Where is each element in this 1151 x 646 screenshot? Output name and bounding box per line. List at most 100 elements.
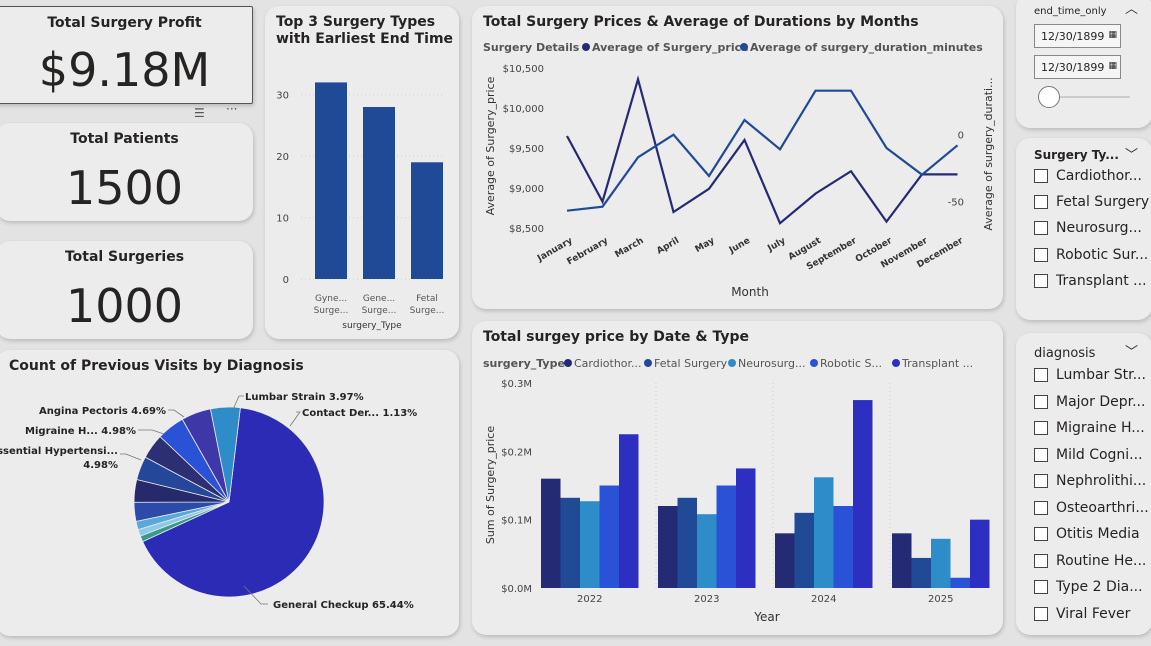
more-options-icon[interactable]: ··· xyxy=(226,102,238,116)
slicer-title: end_time_only xyxy=(1034,6,1107,17)
end-time-slicer[interactable]: end_time_only ︿ 12/30/1899 ▦ 12/30/1899 … xyxy=(1016,0,1151,128)
bar[interactable] xyxy=(970,519,990,588)
chart-title: Top 3 Surgery Types with Earliest End Ti… xyxy=(276,14,453,48)
legend-item-duration[interactable]: Average of surgery_duration_minutes xyxy=(750,41,983,54)
bar[interactable] xyxy=(363,107,395,279)
bar[interactable] xyxy=(911,557,932,588)
checkbox[interactable] xyxy=(1034,247,1048,262)
slicer-item[interactable]: Major Depr... xyxy=(1034,394,1145,410)
legend-item[interactable]: Neurosurg... xyxy=(738,357,805,370)
price-by-date-type-card[interactable]: Total surgey price by Date & Type surger… xyxy=(472,321,1003,635)
slicer-item[interactable]: Cardiothor... xyxy=(1034,168,1142,184)
slicer-item[interactable]: Mild Cogni... xyxy=(1034,447,1143,463)
slicer-item[interactable]: Migraine H... xyxy=(1034,420,1145,436)
slicer-item[interactable]: Transplant ... xyxy=(1034,273,1147,289)
chart-title: Total surgey price by Date & Type xyxy=(483,329,749,345)
checkbox[interactable] xyxy=(1034,500,1048,515)
checkbox[interactable] xyxy=(1034,606,1048,621)
kpi-card-total-surgeries[interactable]: Total Surgeries 1000 xyxy=(0,241,253,339)
checkbox[interactable] xyxy=(1034,527,1048,541)
chevron-down-icon[interactable]: ﹀ xyxy=(1124,148,1138,163)
pie-slice[interactable] xyxy=(209,406,241,503)
checkbox[interactable] xyxy=(1034,169,1048,183)
legend-item[interactable]: Robotic S... xyxy=(820,357,882,370)
bar[interactable] xyxy=(697,514,717,588)
bar[interactable] xyxy=(580,501,600,588)
bar[interactable] xyxy=(560,497,581,588)
chevron-down-icon[interactable]: ﹀ xyxy=(1124,345,1138,360)
slicer-item[interactable]: Fetal Surgery xyxy=(1034,194,1149,210)
checkbox[interactable] xyxy=(1034,394,1048,409)
slicer-item[interactable]: Osteoarthri... xyxy=(1034,500,1149,516)
slicer-item[interactable]: Neurosurg... xyxy=(1034,220,1142,236)
legend-item[interactable]: Cardiothor... xyxy=(574,357,642,370)
pie-slice[interactable] xyxy=(142,407,325,598)
slicer-item-label: Fetal Surgery xyxy=(1056,194,1150,211)
slicer-item[interactable]: Nephrolithi... xyxy=(1034,473,1146,489)
checkbox[interactable] xyxy=(1034,474,1048,488)
visual-header-icons: ☰ ··· xyxy=(190,102,252,124)
x-axis-title: Month xyxy=(731,285,769,299)
surgery-prices-durations-card[interactable]: Total Surgery Prices & Average of Durati… xyxy=(472,6,1003,309)
diagnosis-slicer[interactable]: diagnosis ﹀ Lumbar Str... Major Depr... Mi… xyxy=(1016,333,1151,635)
bar[interactable] xyxy=(736,468,756,588)
bar[interactable] xyxy=(411,162,443,279)
checkbox[interactable] xyxy=(1034,580,1048,594)
y-tick-label: $0.1M xyxy=(501,516,532,527)
bar[interactable] xyxy=(619,434,639,588)
calendar-icon[interactable]: ▦ xyxy=(1108,61,1117,71)
bar[interactable] xyxy=(315,82,347,279)
previous-visits-by-diagnosis-card[interactable]: Count of Previous Visits by Diagnosis Lu… xyxy=(0,350,459,636)
slicer-item-label: Neurosurg... xyxy=(1056,220,1142,237)
line-series-price[interactable] xyxy=(566,75,958,225)
bar[interactable] xyxy=(541,478,561,588)
slicer-item[interactable]: Robotic Sur... xyxy=(1034,247,1148,263)
date-slider-handle[interactable] xyxy=(1038,86,1060,108)
checkbox[interactable] xyxy=(1034,553,1048,568)
slicer-item[interactable]: Lumbar Str... xyxy=(1034,367,1146,383)
bar[interactable] xyxy=(950,577,971,588)
slicer-item[interactable]: Routine He... xyxy=(1034,553,1146,569)
checkbox[interactable] xyxy=(1034,368,1048,382)
end-date-input[interactable]: 12/30/1899 ▦ xyxy=(1034,55,1121,79)
y-axis-title: Sum of Surgery_price xyxy=(484,426,497,544)
pie-label-migraine: Migraine H... 4.98% xyxy=(25,426,136,437)
checkbox[interactable] xyxy=(1034,195,1048,210)
slicer-item[interactable]: Viral Fever xyxy=(1034,606,1130,622)
chevron-up-icon[interactable]: ︿ xyxy=(1124,2,1138,17)
kpi-value: $9.18M xyxy=(38,43,211,97)
calendar-icon[interactable]: ▦ xyxy=(1108,30,1117,40)
y-tick-label-left: $9,500 xyxy=(509,144,544,155)
kpi-card-total-patients[interactable]: Total Patients 1500 xyxy=(0,123,253,221)
bar[interactable] xyxy=(794,512,815,588)
bar[interactable] xyxy=(853,400,873,588)
y-axis-title-right: Average of surgery_durati... xyxy=(982,77,995,230)
slicer-item[interactable]: Type 2 Dia... xyxy=(1034,579,1143,595)
y-tick-label-right: -50 xyxy=(948,197,964,208)
bar[interactable] xyxy=(814,477,834,588)
checkbox[interactable] xyxy=(1034,273,1048,288)
legend-item-price[interactable]: Average of Surgery_price xyxy=(592,41,749,54)
slicer-item[interactable]: Otitis Media xyxy=(1034,526,1140,542)
line-series-duration[interactable] xyxy=(566,89,959,212)
bar[interactable] xyxy=(658,506,678,588)
top3-surgery-types-card[interactable]: Top 3 Surgery Types with Earliest End Ti… xyxy=(265,6,459,339)
checkbox[interactable] xyxy=(1034,221,1048,236)
bar[interactable] xyxy=(931,538,951,588)
legend-item[interactable]: Transplant ... xyxy=(901,357,973,370)
bar[interactable] xyxy=(775,533,795,588)
bar[interactable] xyxy=(833,506,854,588)
checkbox[interactable] xyxy=(1034,447,1048,462)
surgery-type-slicer[interactable]: Surgery Ty... ﹀ Cardiothor... Fetal Surge… xyxy=(1016,138,1151,320)
bar[interactable] xyxy=(716,485,737,589)
bar[interactable] xyxy=(677,497,698,588)
checkbox[interactable] xyxy=(1034,421,1048,435)
filter-icon[interactable]: ☰ xyxy=(194,106,205,120)
legend-item[interactable]: Fetal Surgery xyxy=(654,357,728,370)
legend-marker xyxy=(810,359,818,367)
date-slider-track[interactable] xyxy=(1046,96,1130,98)
bar[interactable] xyxy=(599,485,620,589)
start-date-input[interactable]: 12/30/1899 ▦ xyxy=(1034,24,1121,48)
bar[interactable] xyxy=(892,533,912,588)
kpi-card-total-surgery-profit[interactable]: Total Surgery Profit $9.18M xyxy=(0,6,253,104)
